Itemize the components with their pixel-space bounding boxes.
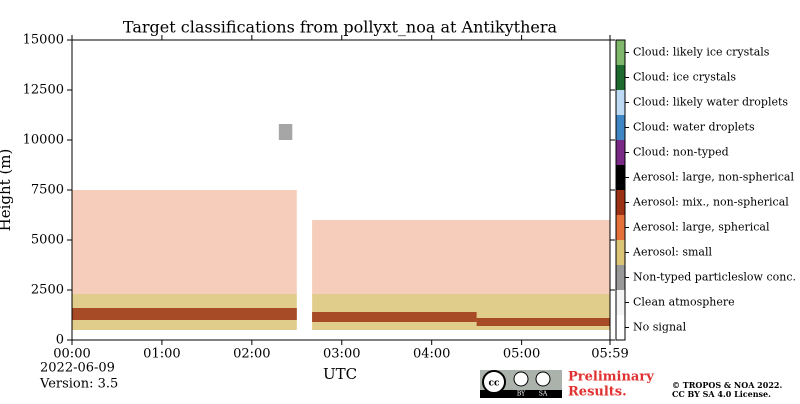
colorbar-label: Clean atmosphere	[633, 296, 735, 309]
chart-title: Target classifications from pollyxt_noa …	[123, 18, 558, 37]
colorbar-swatch	[616, 165, 625, 190]
license: CC BY SA 4.0 License.	[672, 389, 771, 399]
logo-text: cc	[489, 379, 500, 389]
colorbar-label: Cloud: ice crystals	[633, 71, 736, 84]
class-region	[278, 124, 293, 140]
y-tick-label: 15000	[23, 33, 64, 48]
colorbar-frame	[615, 39, 626, 341]
class-region	[312, 312, 477, 322]
x-tick-label: 05:00	[503, 347, 540, 362]
y-tick-label: 0	[56, 333, 64, 348]
colorbar-swatch	[616, 265, 625, 290]
license: © TROPOS & NOA 2022.	[672, 380, 782, 390]
x-tick-label: 02:00	[233, 347, 270, 362]
logo-circle	[482, 370, 506, 394]
colorbar-label: Cloud: non-typed	[633, 146, 729, 159]
class-region	[72, 308, 297, 320]
colorbar-label: No signal	[633, 321, 687, 334]
colorbar-label: Cloud: likely water droplets	[633, 96, 788, 109]
colorbar-label: Aerosol: mix., non-spherical	[632, 196, 789, 209]
x-tick-label: 04:00	[413, 347, 450, 362]
x-tick-label: 05:59	[591, 347, 628, 362]
colorbar-label: Aerosol: large, non-spherical	[632, 171, 794, 184]
colorbar-swatch	[616, 215, 625, 240]
date: 2022-06-09	[40, 361, 115, 376]
y-tick-label: 7500	[31, 183, 64, 198]
colorbar-swatch	[616, 140, 625, 165]
y-tick-label: 10000	[23, 133, 64, 148]
y-tick-label: 5000	[31, 233, 64, 248]
colorbar-swatch	[616, 115, 625, 140]
class-region	[72, 190, 297, 294]
colorbar-swatch	[616, 90, 625, 115]
colorbar-label: Aerosol: large, spherical	[632, 221, 770, 234]
preliminary: Results.	[568, 385, 627, 400]
colorbar-label: Cloud: water droplets	[633, 121, 755, 134]
colorbar-swatch	[616, 290, 625, 315]
colorbar-label: Non-typed particleslow conc.	[633, 271, 796, 284]
colorbar-swatch	[616, 40, 625, 65]
preliminary: Preliminary	[568, 370, 654, 385]
colorbar-label: Cloud: likely ice crystals	[633, 46, 770, 59]
version: Version: 3.5	[39, 377, 118, 392]
logo-strip	[480, 390, 562, 398]
x-tick-label: 00:00	[53, 347, 90, 362]
y-axis-label: Height (m)	[0, 149, 14, 232]
colorbar-swatch	[616, 65, 625, 90]
colorbar-swatch	[616, 240, 625, 265]
colorbar-label: Aerosol: small	[632, 246, 712, 259]
logo-circle	[513, 371, 529, 387]
logo-circle	[535, 371, 551, 387]
x-tick-label: 01:00	[143, 347, 180, 362]
cc-logo: cc BY SA	[480, 370, 562, 398]
x-tick-label: 03:00	[323, 347, 360, 362]
colorbar-swatch	[616, 190, 625, 215]
class-region	[312, 220, 610, 294]
class-region	[476, 318, 610, 326]
colorbar-swatch	[616, 315, 625, 340]
logo-text: BY	[517, 391, 526, 398]
y-tick-label: 2500	[31, 283, 64, 298]
logo-text: SA	[539, 391, 548, 398]
y-tick-label: 12500	[23, 83, 64, 98]
x-axis-label: UTC	[323, 365, 357, 383]
